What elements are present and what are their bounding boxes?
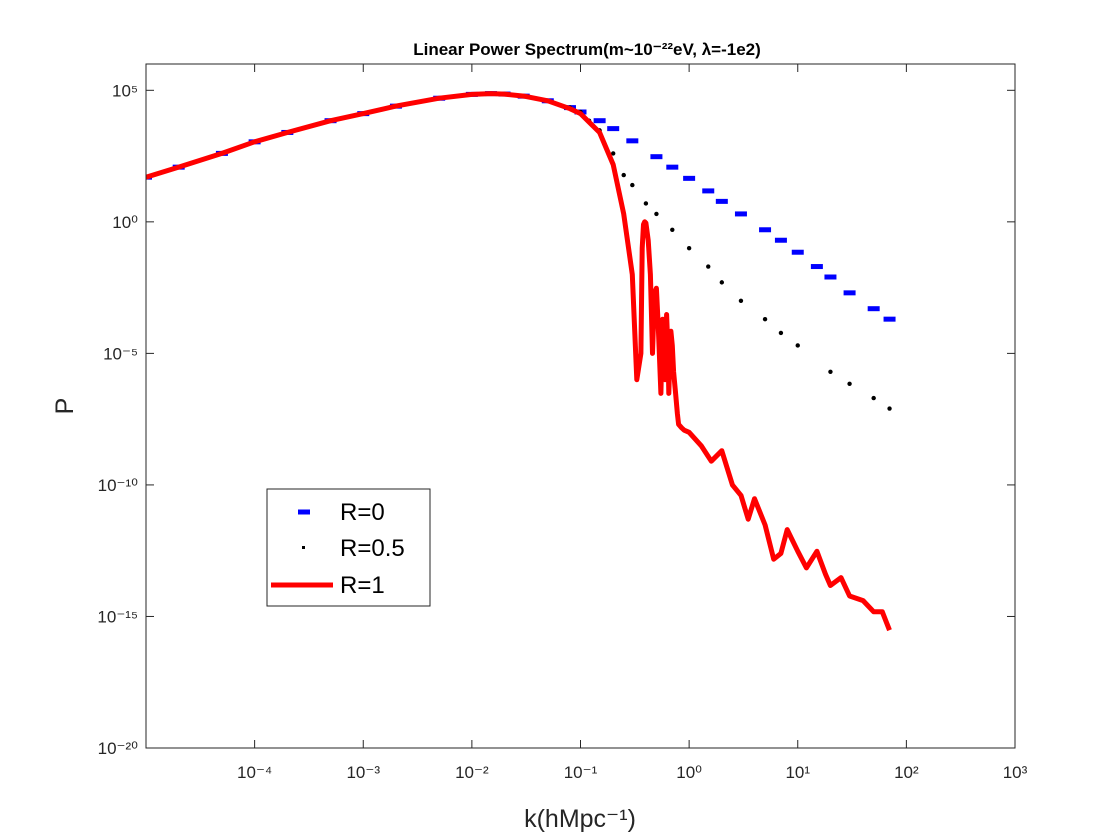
data-point-r05 (643, 201, 649, 206)
x-tick-label: 10⁻¹ (564, 763, 598, 782)
series-layer (146, 91, 896, 632)
data-point-r05 (706, 264, 711, 269)
data-point-r05 (654, 211, 659, 217)
y-tick-label: 10⁵ (112, 81, 138, 100)
y-tick-label: 10⁻²⁰ (98, 739, 139, 758)
y-axis-label: P (51, 398, 79, 415)
x-tick-label: 10⁻² (455, 763, 489, 782)
data-point-r05 (762, 316, 768, 322)
data-point-r05 (719, 280, 725, 285)
y-tick-label: 10⁰ (112, 213, 138, 232)
x-tick-label: 10⁻³ (346, 763, 380, 782)
x-axis-ticks: 10⁻⁴ 10⁻³ 10⁻² 10⁻¹ 10⁰ 10¹ 10² 10³ (237, 64, 1028, 782)
legend-label-r1: R=1 (340, 572, 385, 599)
data-point-r05 (630, 182, 635, 188)
data-point-r05 (847, 381, 852, 386)
series-line-r1 (146, 91, 892, 632)
y-tick-label: 10⁻⁵ (103, 344, 138, 363)
y-axis-ticks: 10⁻²⁰ 10⁻¹⁵ 10⁻¹⁰ 10⁻⁵ 10⁰ 10⁵ (97, 81, 1015, 758)
data-point-r05 (778, 330, 784, 336)
data-point-r05 (871, 395, 876, 401)
data-point-r05 (887, 406, 892, 411)
data-point-r05 (686, 245, 692, 251)
data-point-r05 (828, 369, 833, 374)
legend-marker-r05 (302, 546, 305, 549)
y-tick-label: 10⁻¹⁰ (98, 476, 139, 495)
x-tick-label: 10⁻⁴ (237, 763, 272, 782)
y-tick-label: 10⁻¹⁵ (97, 607, 138, 626)
data-point-r05 (795, 343, 800, 348)
data-point-r05 (670, 227, 675, 232)
x-tick-label: 10³ (1003, 763, 1028, 782)
data-point-r05 (621, 172, 626, 178)
x-axis-label: k(hMpc⁻¹) (524, 805, 636, 833)
data-point-r05 (610, 151, 616, 156)
legend-label-r0: R=0 (340, 499, 385, 526)
legend-label-r05: R=0.5 (340, 535, 405, 562)
x-tick-label: 10¹ (785, 763, 810, 782)
x-tick-label: 10² (894, 763, 919, 782)
data-point-r05 (738, 298, 744, 303)
legend: R=0 R=0.5 R=1 (266, 488, 431, 607)
chart-title: Linear Power Spectrum(m~10⁻²²eV, λ=-1e2) (413, 40, 761, 59)
x-tick-label: 10⁰ (676, 763, 702, 782)
